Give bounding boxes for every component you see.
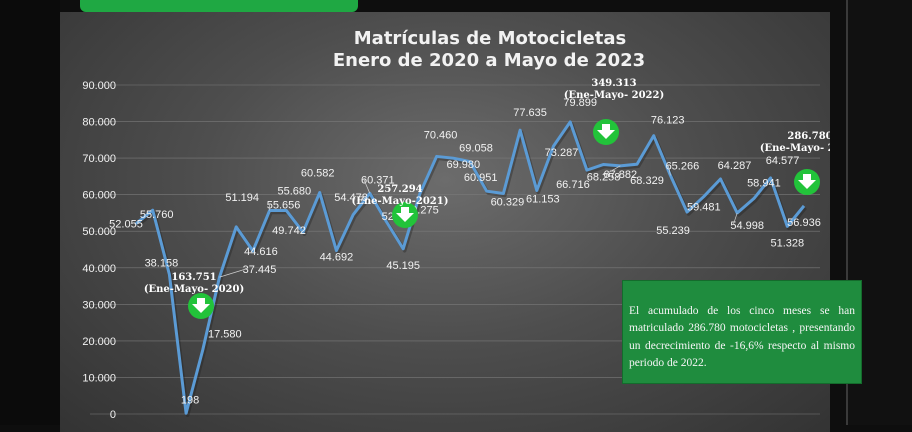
data-label: 56.936	[787, 217, 821, 229]
data-label: 45.195	[386, 260, 420, 272]
data-label: 49.742	[272, 225, 306, 237]
period-total: 163.751	[171, 272, 216, 283]
left-frame	[0, 0, 60, 425]
data-label: 60.329	[491, 196, 525, 208]
label-leader-line	[363, 179, 371, 194]
data-label: 58.941	[747, 178, 781, 190]
data-label: 59.481	[687, 202, 721, 214]
data-label: 70.460	[424, 129, 458, 141]
data-label: 68.258	[587, 171, 621, 183]
y-axis-ticks: 0 10.000 20.000 30.000 40.000 50.000 60.000 70.…	[82, 80, 116, 421]
data-label: 67.882	[603, 169, 637, 181]
data-label: 38.158	[145, 258, 179, 270]
data-label: 55.239	[656, 225, 690, 237]
y-tick-label: 50.000	[82, 226, 116, 238]
data-label: 17.580	[208, 329, 242, 341]
data-label: 61.153	[526, 193, 560, 205]
data-label: 51.328	[770, 237, 804, 249]
data-label: 65.266	[666, 160, 700, 172]
data-label: 69.980	[446, 159, 480, 171]
chart-subtitle: Enero de 2020 a Mayo de 2023	[333, 50, 645, 71]
y-tick-label: 30.000	[82, 299, 116, 311]
down-arrows	[188, 119, 820, 319]
data-label: 79.899	[563, 97, 597, 109]
data-label: 73.287	[545, 147, 579, 159]
data-label: 55.680	[277, 185, 311, 197]
down-arrow-icon	[593, 119, 619, 145]
down-arrow-icon	[188, 293, 214, 319]
data-label: 64.287	[718, 160, 752, 172]
y-tick-label: 90.000	[82, 80, 116, 92]
down-arrow-icon	[794, 169, 820, 195]
summary-note: El acumulado de los cinco meses se han m…	[622, 280, 862, 384]
period-total: 257.294	[377, 184, 422, 195]
label-leader-line	[606, 165, 621, 175]
data-label: 60.951	[464, 172, 498, 184]
data-label: 76.123	[651, 115, 685, 127]
period-annotations: 163.751(Ene-Mayo- 2020)257.294(Ene-Mayo-…	[144, 78, 830, 295]
chart-title: Matrículas de Motocicletas	[354, 28, 626, 49]
period-range: (Ene-Mayo- 2022)	[564, 90, 664, 101]
summary-note-text: El acumulado de los cinco meses se han m…	[629, 305, 855, 369]
data-label: 198	[181, 394, 199, 406]
data-label: 60.371	[361, 174, 395, 186]
data-label: 66.716	[556, 179, 590, 191]
period-total: 286.780	[787, 131, 830, 142]
data-label: 54.998	[730, 220, 764, 232]
period-total: 349.313	[591, 78, 636, 89]
period-range: (Ene-Mayo-2021)	[352, 196, 449, 207]
y-tick-label: 80.000	[82, 117, 116, 129]
data-label: 64.577	[766, 155, 800, 167]
y-tick-label: 20.000	[82, 336, 116, 348]
top-green-tab	[80, 0, 358, 12]
y-tick-label: 40.000	[82, 263, 116, 275]
label-leader-line	[732, 212, 738, 226]
data-label: 55.760	[140, 209, 174, 221]
y-tick-label: 0	[110, 409, 116, 421]
period-range: (Ene-Mayo- 2020)	[144, 284, 244, 295]
y-tick-label: 10.000	[82, 372, 116, 384]
series-line	[135, 120, 806, 415]
series-line-layer	[135, 120, 807, 418]
line-chart: Matrículas de Motocicletas Enero de 2020…	[82, 28, 830, 421]
data-label: 77.635	[513, 107, 547, 119]
label-leader-line	[219, 268, 246, 278]
y-tick-label: 70.000	[82, 153, 116, 165]
data-label: 54.478	[334, 192, 368, 204]
y-tick-label: 60.000	[82, 190, 116, 202]
data-label: 44.692	[320, 252, 354, 264]
data-label: 68.329	[630, 175, 664, 187]
data-label: 44.616	[244, 246, 278, 258]
data-label: 51.194	[225, 192, 259, 204]
down-arrow-icon	[392, 202, 418, 228]
label-leader-line	[668, 165, 671, 176]
data-label: 60.582	[301, 168, 335, 180]
data-label: 52.055	[109, 219, 143, 231]
period-range: (Ene-Mayo- 2023)	[760, 143, 830, 154]
data-label: 37.445	[243, 264, 277, 276]
data-label: 69.058	[459, 143, 493, 155]
chart-slide: Matrículas de Motocicletas Enero de 2020…	[60, 12, 862, 432]
data-label: 55.656	[267, 200, 301, 212]
